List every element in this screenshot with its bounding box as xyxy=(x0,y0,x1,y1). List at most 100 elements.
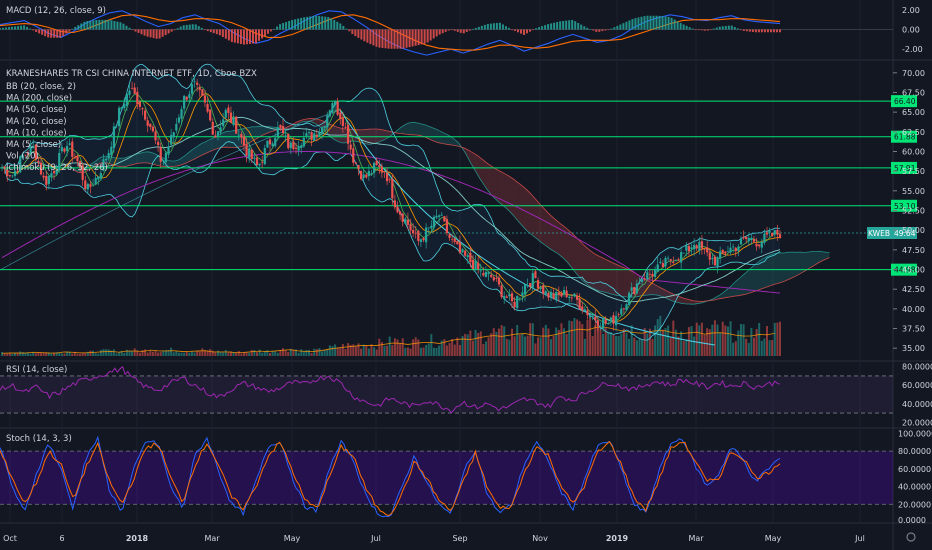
volume-bar xyxy=(755,329,758,356)
price-candle-body xyxy=(307,132,311,134)
price-candle-body xyxy=(700,241,704,249)
price-candle-body xyxy=(112,126,115,149)
volume-bar xyxy=(576,319,579,356)
volume-bar xyxy=(45,352,48,356)
macd-histogram-bar xyxy=(775,29,778,33)
macd-histogram-bar xyxy=(194,24,197,30)
macd-histogram-bar xyxy=(408,29,411,48)
price-candle-body xyxy=(29,146,32,154)
ichimoku-cloud-segment xyxy=(413,122,416,135)
rsi-indicator-title: RSI (14, close) xyxy=(6,365,67,375)
ichimoku-cloud-segment xyxy=(335,126,338,142)
volume-bar xyxy=(125,349,128,356)
macd-histogram-bar xyxy=(143,29,146,36)
macd-histogram-bar xyxy=(441,29,444,34)
ichimoku-cloud-segment xyxy=(787,252,791,280)
ichimoku-cloud-segment xyxy=(314,118,317,125)
macd-histogram-bar xyxy=(104,19,107,30)
price-candle-body xyxy=(359,170,363,180)
x-axis-tick-label: 2018 xyxy=(126,534,149,543)
x-axis-tick-label: 2019 xyxy=(606,534,629,543)
ichimoku-cloud-segment xyxy=(556,220,559,255)
volume-bar xyxy=(40,352,43,356)
macd-histogram-bar xyxy=(703,29,706,31)
volume-bar xyxy=(222,352,225,356)
volume-bar xyxy=(63,353,66,356)
macd-histogram-bar xyxy=(779,29,781,33)
ichimoku-cloud-segment xyxy=(785,252,788,281)
volume-bar xyxy=(643,327,646,356)
price-candle-body xyxy=(622,308,625,310)
ichimoku-cloud-segment xyxy=(194,146,198,159)
price-candle-body xyxy=(52,170,56,174)
volume-bar xyxy=(547,328,550,356)
macd-histogram-bar xyxy=(541,26,544,30)
price-candle-body xyxy=(594,316,597,321)
ichimoku-cloud-segment xyxy=(525,188,528,232)
ichimoku-cloud-segment xyxy=(564,226,567,262)
ichimoku-cloud-segment xyxy=(150,152,153,165)
volume-bar xyxy=(654,325,657,356)
volume-bar xyxy=(313,348,316,356)
volume-bar xyxy=(776,322,779,356)
indicator-legend-entry: MA (5, close) xyxy=(6,140,61,150)
macd-histogram-bar xyxy=(128,27,131,30)
volume-bar xyxy=(315,349,318,356)
price-candle-body xyxy=(232,117,235,125)
price-candle-body xyxy=(354,162,357,164)
macd-histogram-bar xyxy=(498,22,501,30)
ichimoku-cloud-segment xyxy=(613,263,616,296)
price-candle-body xyxy=(284,135,287,136)
volume-bar xyxy=(367,348,370,356)
symbol-tag-label: KWEB xyxy=(868,229,890,238)
ichimoku-cloud-segment xyxy=(215,135,218,150)
rsi-band-fill xyxy=(0,375,893,414)
macd-histogram-bar xyxy=(420,29,423,45)
ichimoku-cloud-segment xyxy=(212,137,216,151)
ichimoku-cloud-segment xyxy=(538,202,541,242)
price-candle-body xyxy=(409,224,412,231)
price-candle-body xyxy=(638,283,641,284)
price-candle-body xyxy=(646,272,649,280)
price-candle-body xyxy=(94,177,97,185)
macd-histogram-bar xyxy=(291,19,294,30)
volume-bar xyxy=(232,352,235,356)
volume-bar xyxy=(8,353,11,356)
settings-gear-icon[interactable] xyxy=(906,532,916,542)
macd-histogram-bar xyxy=(155,29,158,39)
volume-bar xyxy=(703,334,706,356)
volume-bar xyxy=(443,339,446,356)
last-price-value: 49.64 xyxy=(894,229,916,238)
macd-histogram-bar xyxy=(372,29,375,46)
volume-bar xyxy=(123,352,126,356)
price-candle-body xyxy=(115,125,118,127)
volume-bar xyxy=(768,340,771,356)
price-candle-body xyxy=(26,152,30,155)
price-candle-body xyxy=(458,242,462,253)
volume-bar xyxy=(708,329,711,356)
volume-bar xyxy=(393,338,396,356)
price-candle-body xyxy=(141,108,144,110)
ichimoku-cloud-segment xyxy=(746,270,749,295)
macd-histogram-bar xyxy=(185,24,188,30)
macd-histogram-bar xyxy=(315,15,318,30)
macd-histogram-bar xyxy=(378,29,381,48)
price-candle-body xyxy=(745,236,748,240)
ichimoku-cloud-segment xyxy=(420,123,424,137)
volume-bar xyxy=(97,353,100,356)
volume-bar xyxy=(440,340,443,356)
macd-histogram-bar xyxy=(68,29,71,32)
volume-bar xyxy=(274,351,277,356)
price-candle-body xyxy=(258,163,261,166)
macd-histogram-bar xyxy=(538,27,541,30)
macd-histogram-bar xyxy=(700,29,703,31)
x-axis-tick-label: Sep xyxy=(452,534,467,543)
ichimoku-cloud-segment xyxy=(376,129,380,143)
macd-histogram-bar xyxy=(417,29,420,46)
price-candle-body xyxy=(349,144,352,150)
ichimoku-cloud-segment xyxy=(670,292,674,302)
price-candle-body xyxy=(388,179,391,181)
macd-histogram-bar xyxy=(23,25,26,30)
